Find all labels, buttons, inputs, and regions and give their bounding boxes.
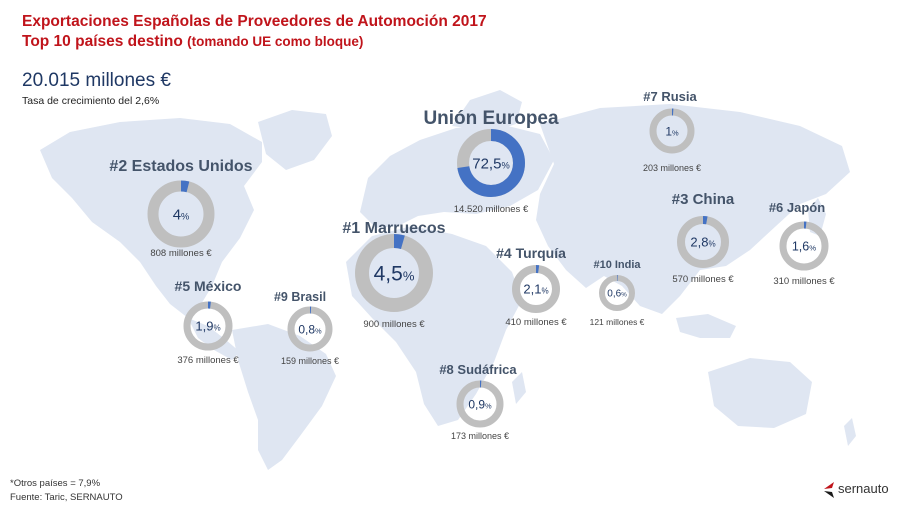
amount-label-estados-unidos: 808 millones € (150, 248, 212, 259)
subtitle-main: Top 10 países destino (22, 33, 183, 50)
logo-text: sernauto (838, 481, 889, 496)
value-label-india: 0,6% (607, 289, 627, 300)
donut-arc-mexico (183, 301, 233, 351)
growth-rate: Tasa de crecimiento del 2,6% (22, 95, 160, 107)
value-label-rusia: 1% (665, 124, 679, 138)
country-label-estados-unidos: #2 Estados Unidos (109, 158, 252, 175)
amount-label-india: 121 millones € (590, 317, 645, 327)
chart-subtitle: Top 10 países destino (tomando UE como b… (22, 33, 363, 51)
country-label-china: #3 China (672, 191, 735, 208)
value-label-marruecos: 4,5% (374, 263, 415, 286)
country-label-mexico: #5 México (175, 278, 242, 294)
donut-arc-union-europea (457, 129, 525, 197)
donut-arc-rusia (649, 108, 695, 154)
donut-arc-turquia (512, 265, 560, 313)
donut-arc-marruecos (355, 234, 433, 312)
amount-label-china: 570 millones € (672, 274, 734, 285)
country-label-brasil: #9 Brasil (274, 290, 326, 304)
chart-title: Exportaciones Españolas de Proveedores d… (22, 13, 487, 30)
value-label-union-europea: 72,5% (472, 155, 509, 172)
total-exports: 20.015 millones € (22, 70, 171, 91)
country-label-india: #10 India (593, 259, 641, 271)
amount-label-rusia: 203 millones € (643, 163, 701, 173)
value-label-japon: 1,6% (792, 240, 816, 254)
value-label-mexico: 1,9% (195, 319, 220, 334)
country-label-union-europea: Unión Europea (423, 108, 559, 129)
amount-label-japon: 310 millones € (773, 276, 835, 287)
value-label-estados-unidos: 4% (173, 206, 190, 223)
logo-mark-icon (824, 482, 834, 498)
amount-label-union-europea: 14.520 millones € (454, 204, 529, 215)
amount-label-brasil: 159 millones € (281, 356, 339, 366)
donut-arc-china (677, 216, 729, 268)
subtitle-note: (tomando UE como bloque) (187, 34, 364, 49)
value-label-brasil: 0,8% (298, 322, 322, 336)
donut-arc-sudafrica (456, 380, 504, 428)
country-label-turquia: #4 Turquía (496, 245, 566, 261)
value-label-china: 2,8% (690, 235, 715, 250)
amount-label-turquia: 410 millones € (505, 317, 567, 328)
donut-arc-estados-unidos (147, 180, 215, 248)
country-label-japon: #6 Japón (769, 200, 825, 215)
footnote-others: *Otros países = 7,9% (10, 478, 101, 489)
value-label-sudafrica: 0,9% (468, 397, 492, 411)
amount-label-marruecos: 900 millones € (363, 319, 425, 330)
donut-arc-japon (779, 221, 829, 271)
donut-arc-india (599, 275, 635, 311)
sernauto-logo: sernauto (822, 480, 894, 500)
country-label-rusia: #7 Rusia (643, 89, 697, 104)
country-label-marruecos: #1 Marruecos (342, 220, 445, 237)
donut-arc-brasil (287, 306, 333, 352)
country-label-sudafrica: #8 Sudáfrica (439, 362, 517, 377)
amount-label-sudafrica: 173 millones € (451, 431, 509, 441)
value-label-turquia: 2,1% (523, 282, 548, 297)
footnote-source: Fuente: Taric, SERNAUTO (10, 492, 123, 503)
amount-label-mexico: 376 millones € (177, 355, 239, 366)
